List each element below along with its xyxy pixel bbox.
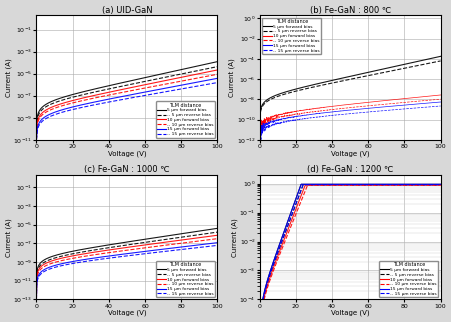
Title: (b) Fe-GaN : 800 ℃: (b) Fe-GaN : 800 ℃ [309, 5, 390, 14]
X-axis label: Voltage (V): Voltage (V) [107, 310, 146, 317]
Legend: 5 μm forward bias, -- 5 μm reverse bias, 10 μm forward bias, -- 10 μm reverse bi: 5 μm forward bias, -- 5 μm reverse bias,… [261, 18, 321, 54]
Y-axis label: Current (A): Current (A) [5, 218, 12, 257]
X-axis label: Voltage (V): Voltage (V) [330, 310, 368, 317]
Y-axis label: Current (A): Current (A) [228, 58, 235, 97]
X-axis label: Voltage (V): Voltage (V) [330, 150, 368, 157]
Title: (d) Fe-GaN : 1200 ℃: (d) Fe-GaN : 1200 ℃ [306, 165, 392, 174]
Y-axis label: Current (A): Current (A) [231, 218, 237, 257]
Legend: 5 μm forward bias, -- 5 μm reverse bias, 10 μm forward bias, -- 10 μm reverse bi: 5 μm forward bias, -- 5 μm reverse bias,… [155, 261, 215, 297]
X-axis label: Voltage (V): Voltage (V) [107, 150, 146, 157]
Legend: 5 μm forward bias, -- 5 μm reverse bias, 10 μm forward bias, -- 10 μm reverse bi: 5 μm forward bias, -- 5 μm reverse bias,… [155, 101, 215, 137]
Title: (a) UID-GaN: (a) UID-GaN [101, 5, 152, 14]
Title: (c) Fe-GaN : 1000 ℃: (c) Fe-GaN : 1000 ℃ [84, 165, 170, 174]
Legend: 5 μm forward bias, -- 5 μm reverse bias, 10 μm forward bias, -- 10 μm reverse bi: 5 μm forward bias, -- 5 μm reverse bias,… [378, 261, 437, 297]
Y-axis label: Current (A): Current (A) [5, 58, 12, 97]
